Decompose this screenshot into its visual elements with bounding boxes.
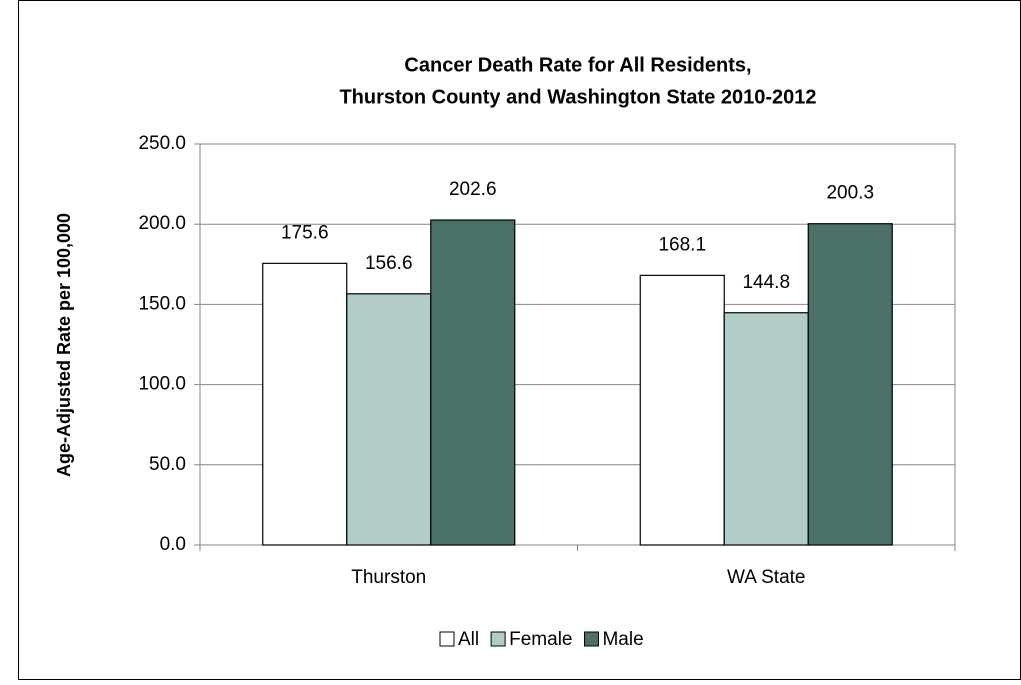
bar <box>639 274 725 546</box>
data-label: 156.6 <box>365 253 413 274</box>
data-label: 200.3 <box>826 183 874 204</box>
bar <box>346 293 432 546</box>
y-tick-label: 0.0 <box>160 534 186 555</box>
chart-title: Cancer Death Rate for All Residents, <box>404 54 751 76</box>
y-axis-label: Age-Adjusted Rate per 100,000 <box>54 213 74 477</box>
data-label: 175.6 <box>281 222 329 243</box>
x-tick-label: Thurston <box>351 567 426 588</box>
legend-label: Male <box>602 629 643 650</box>
y-tick-label: 150.0 <box>138 293 186 314</box>
y-tick-label: 200.0 <box>138 213 186 234</box>
bar <box>430 219 516 546</box>
data-label: 144.8 <box>742 272 790 293</box>
legend-label: Female <box>509 629 572 650</box>
y-tick-label: 100.0 <box>138 374 186 395</box>
bar <box>262 262 348 546</box>
y-tick-label: 250.0 <box>138 133 186 154</box>
y-tick-label: 50.0 <box>149 454 186 475</box>
legend-swatch <box>490 631 506 647</box>
legend-swatch <box>439 631 455 647</box>
chart-title: Thurston County and Washington State 201… <box>339 86 816 108</box>
bar <box>723 312 809 546</box>
data-label: 168.1 <box>658 234 706 255</box>
data-label: 202.6 <box>449 179 497 200</box>
x-tick-label: WA State <box>727 567 806 588</box>
legend-label: All <box>458 629 479 650</box>
legend-swatch <box>583 631 599 647</box>
bar <box>807 223 893 546</box>
